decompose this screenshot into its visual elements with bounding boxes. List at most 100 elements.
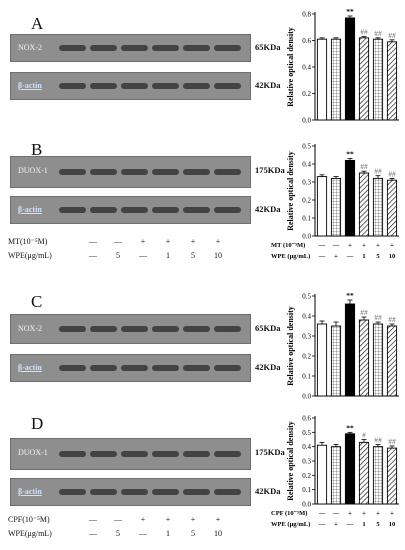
significance-label: ** [346,423,354,432]
blot-label: β-actin [18,363,42,372]
kda-label: 65KDa [255,323,281,333]
blot-band [59,326,86,332]
bar-chart-c: Relative optical density 0.0 0.1 0.2 0.3 0.4 0… [286,291,399,401]
significance-label: ## [374,436,382,445]
blot-c-nox2: NOX-2 [10,314,251,344]
y-tick-label: 0.2 [302,90,311,98]
y-tick-label: 0.1 [302,373,311,381]
blot-band [90,83,117,89]
blot-band [152,489,179,495]
y-tick-label: 0.5 [302,143,311,151]
blot-band [59,207,86,213]
y-tick-label: 0.3 [302,179,311,187]
condition-name: WPE (μg/mL) [271,253,310,260]
condition-value: + [362,242,366,249]
blot-band [121,365,148,371]
kda-label: 42KDa [255,80,281,90]
blot-band [90,489,117,495]
y-tick-label: 0.3 [302,458,311,466]
blot-band [121,207,148,213]
condition-value: — [346,521,354,528]
blot-band [183,365,210,371]
blot-band [121,83,148,89]
blot-band [90,169,117,175]
panel-letter-b: B [31,140,43,159]
significance-label: ** [346,291,354,300]
blot-band [121,45,148,51]
condition-value: + [390,510,394,517]
blot-band [121,451,148,457]
condition-value: + [334,521,338,528]
condition-value: + [348,242,352,249]
blot-c-actin: β-actin [10,354,251,382]
panel-letter-a: A [31,14,44,33]
y-tick-label: 0.4 [302,64,311,72]
y-tick-label: 0.8 [302,11,311,19]
condition-value: + [376,510,380,517]
condition-value: + [376,242,380,249]
condition-value: 5 [191,251,195,260]
bar-chart-a: Relative optical density 0.0 0.2 0.4 0.6 0.8 *… [286,7,399,125]
y-tick-label: 0.6 [302,415,311,423]
condition-value: — [332,242,340,249]
y-tick-label: 0.6 [302,37,311,45]
panel-letter-c: C [31,292,43,311]
blot-band [152,451,179,457]
blot-band [152,365,179,371]
condition-name: CPF (10⁻⁵M) [271,510,307,517]
significance-label: ** [346,7,354,16]
blot-band [59,451,86,457]
condition-value: — [139,251,147,260]
condition-name: WPE(μg/mL) [8,529,52,538]
blot-band [59,169,86,175]
y-axis-label: Relative optical density [286,151,295,231]
condition-value: 10 [389,521,396,528]
bar [372,446,384,505]
significance-label: ## [388,31,396,40]
condition-value: + [215,237,221,246]
blot-label: β-actin [18,81,42,90]
significance-label: ## [374,167,382,176]
condition-value: + [390,242,394,249]
kda-label: 42KDa [255,486,281,496]
bar [386,447,398,505]
blot-band [121,169,148,175]
condition-value: + [140,237,146,246]
y-tick-label: 0.1 [302,486,311,494]
blot-band [90,207,117,213]
condition-name: MT (10⁻⁵M) [271,242,305,249]
y-tick-label: 0.4 [302,161,311,169]
condition-value: + [348,510,352,517]
condition-value: — [346,253,354,260]
condition-value: 1 [362,253,365,260]
condition-value: — [114,515,122,524]
kda-label: 65KDa [255,42,281,52]
condition-value: 10 [389,253,396,260]
blot-band [214,489,241,495]
y-axis-label: Relative optical density [286,306,295,386]
condition-value: 10 [214,529,222,538]
condition-value: + [215,515,221,524]
y-tick-label: 0.5 [302,429,311,437]
y-tick-label: 0.1 [302,215,311,223]
significance-label: ## [374,313,382,322]
condition-value: — [318,521,326,528]
condition-value: 10 [214,251,222,260]
blot-b-duox1: DUOX-1 [10,156,251,188]
blot-label: NOX-2 [18,43,42,52]
blot-d-duox1: DUOX-1 [10,438,251,470]
bar-chart-b: Relative optical density 0.0 0.1 0.2 0.3 0.4 0… [271,143,399,260]
blot-band [59,365,86,371]
blot-band [214,169,241,175]
blot-band [152,169,179,175]
condition-value: + [165,237,171,246]
blot-band [90,326,117,332]
condition-value: + [190,237,196,246]
condition-name: CPF(10⁻⁵M) [8,515,50,524]
blot-band [152,45,179,51]
significance-label: ## [360,162,368,171]
condition-value: 5 [376,253,380,260]
blot-label: DUOX-1 [18,166,48,175]
condition-value: 1 [362,521,365,528]
kda-label: 42KDa [255,204,281,214]
